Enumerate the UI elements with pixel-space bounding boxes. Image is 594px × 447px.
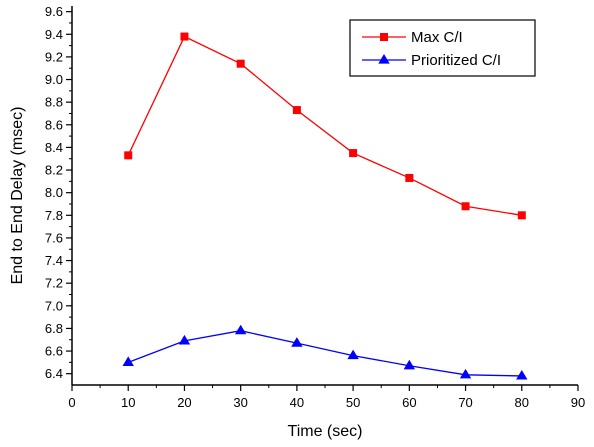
data-point bbox=[180, 32, 189, 41]
x-tick-label: 50 bbox=[346, 395, 360, 410]
y-tick-label: 7.8 bbox=[45, 208, 63, 223]
legend-marker bbox=[380, 33, 388, 41]
y-tick-label: 6.4 bbox=[45, 366, 63, 381]
data-point bbox=[461, 202, 470, 211]
data-point bbox=[405, 173, 414, 182]
y-tick-label: 9.0 bbox=[45, 72, 63, 87]
x-tick-label: 60 bbox=[402, 395, 416, 410]
x-tick-label: 90 bbox=[571, 395, 585, 410]
y-tick-label: 7.0 bbox=[45, 298, 63, 313]
y-tick-label: 8.0 bbox=[45, 185, 63, 200]
data-point bbox=[292, 106, 301, 115]
series-line bbox=[127, 330, 522, 377]
x-tick-label: 0 bbox=[68, 395, 75, 410]
data-point bbox=[516, 369, 528, 380]
series-line bbox=[127, 35, 522, 216]
y-tick-label: 8.6 bbox=[45, 117, 63, 132]
y-tick-label: 9.6 bbox=[45, 4, 63, 19]
x-tick-label: 80 bbox=[515, 395, 529, 410]
legend-label: Max C/I bbox=[411, 29, 463, 46]
y-axis-title: End to End Delay (msec) bbox=[9, 107, 26, 285]
series-1 bbox=[124, 32, 526, 220]
y-tick-label: 7.2 bbox=[45, 276, 63, 291]
y-tick-label: 8.2 bbox=[45, 163, 63, 178]
data-point bbox=[124, 151, 133, 160]
data-point bbox=[459, 368, 472, 379]
series-layer bbox=[122, 32, 528, 380]
x-tick-label: 10 bbox=[121, 395, 135, 410]
data-point bbox=[291, 337, 303, 347]
x-axis-title: Time (sec) bbox=[288, 423, 363, 440]
y-tick-label: 8.4 bbox=[45, 140, 63, 155]
series-2 bbox=[122, 324, 528, 380]
y-tick-label: 9.4 bbox=[45, 27, 63, 42]
axes: 0 10 20 30 40 50 60 70 80 90 6.4 6.6 6.8 7.0 7.2 7.4 7.6… bbox=[45, 4, 585, 410]
data-point bbox=[236, 59, 245, 68]
legend-box bbox=[349, 19, 536, 77]
y-tick-label: 6.6 bbox=[45, 344, 63, 359]
data-point bbox=[349, 149, 358, 158]
x-tick-label: 70 bbox=[458, 395, 472, 410]
data-point bbox=[234, 324, 247, 335]
x-tick-label: 40 bbox=[290, 395, 304, 410]
data-point bbox=[178, 334, 191, 345]
x-tick-label: 20 bbox=[177, 395, 191, 410]
data-point bbox=[347, 349, 359, 360]
y-tick-label: 7.6 bbox=[45, 230, 63, 245]
y-tick-label: 9.2 bbox=[45, 49, 63, 64]
x-tick-label: 30 bbox=[233, 395, 247, 410]
data-point bbox=[403, 359, 416, 370]
legend: Max C/I Prioritized C/I bbox=[349, 19, 536, 77]
data-point bbox=[122, 356, 134, 366]
y-tick-label: 6.8 bbox=[45, 321, 63, 336]
y-tick-label: 8.8 bbox=[45, 95, 63, 110]
y-tick-label: 7.4 bbox=[45, 253, 63, 268]
legend-marker bbox=[378, 54, 390, 64]
legend-label: Prioritized C/I bbox=[411, 52, 501, 69]
data-point bbox=[517, 211, 526, 220]
